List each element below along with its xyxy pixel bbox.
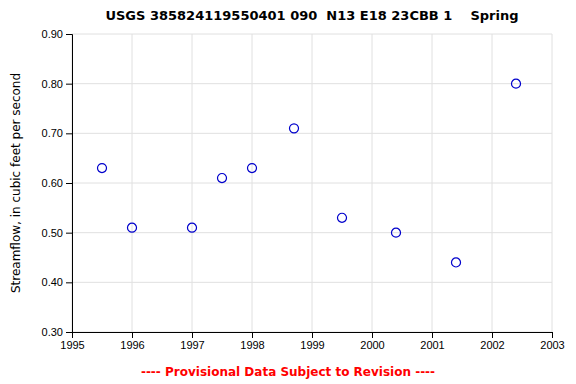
tick: 0.60 [42,177,72,189]
tick-mark [66,332,72,333]
y-axis-label: Streamflow, in cubic feet per second [9,73,23,293]
grid-line-y [72,83,552,84]
tick: 0.90 [42,28,72,40]
tick-label: 1997 [180,339,204,351]
tick-label: 0.70 [42,127,63,139]
tick: 1998 [240,332,264,351]
tick: 1997 [180,332,204,351]
tick-label: 2003 [540,339,564,351]
chart-svg: 1995 1996 1997 1998 1999 2000 2001 2002 2003 0.30… [0,0,576,384]
tick: 2003 [540,332,564,351]
tick-label: 2001 [420,339,444,351]
point [187,223,196,232]
tick-label: 0.50 [42,227,63,239]
tick-mark [492,332,493,338]
y-axis: 0.30 0.40 0.50 0.60 0.70 0.80 0.90 [42,28,73,338]
tick: 0.80 [42,78,72,90]
grid-line-y [72,34,552,35]
tick: 0.70 [42,127,72,139]
axis-line [73,333,553,339]
tick-mark [132,332,133,338]
point [451,258,460,267]
tick-label: 0.90 [42,28,63,40]
tick: 1995 [60,332,84,351]
tick-label: 0.40 [42,276,63,288]
tick-mark [552,332,553,338]
point [127,223,136,232]
tick-label: 1995 [60,339,84,351]
grid-line-y [72,183,552,184]
point [217,174,226,183]
tick-label: 0.60 [42,177,63,189]
tick: 1999 [300,332,324,351]
tick-label: 1996 [120,339,144,351]
tick: 2001 [420,332,444,351]
tick: 2002 [480,332,504,351]
point [289,124,298,133]
plot-area: 1995 1996 1997 1998 1999 2000 2001 2002 2003 0.30… [42,28,565,351]
grid-line-y [72,282,552,283]
tick-label: 2002 [480,339,504,351]
grid-line-y [72,133,552,134]
tick-label: 2000 [360,339,384,351]
chart-container: 1995 1996 1997 1998 1999 2000 2001 2002 2003 0.30… [0,0,576,384]
tick-label: 0.80 [42,78,63,90]
tick-mark [252,332,253,338]
tick-label: 1999 [300,339,324,351]
point [511,79,520,88]
title: USGS 385824119550401 090 N13 E18 23CBB 1… [105,8,518,23]
tick-label: 1998 [240,339,264,351]
marks [97,79,520,267]
tick: 0.40 [42,276,72,288]
tick-mark [192,332,193,338]
point [337,213,346,222]
tick: 0.50 [42,227,72,239]
tick-mark [66,34,72,35]
axis-line [66,35,73,333]
tick: 0.30 [42,326,72,338]
point [391,228,400,237]
tick-mark [66,233,72,234]
tick-mark [432,332,433,338]
tick: 1996 [120,332,144,351]
grid [72,34,552,332]
point [97,164,106,173]
tick-mark [66,133,72,134]
point [247,164,256,173]
tick-mark [372,332,373,338]
footnote: ---- Provisional Data Subject to Revisio… [141,365,435,379]
tick-mark [312,332,313,338]
grid-line-y [72,232,552,233]
tick-mark [66,282,72,283]
x-axis: 1995 1996 1997 1998 1999 2000 2001 2002 2003 [60,332,564,351]
tick-mark [66,183,72,184]
tick-label: 0.30 [42,326,63,338]
tick: 2000 [360,332,384,351]
tick-mark [66,84,72,85]
